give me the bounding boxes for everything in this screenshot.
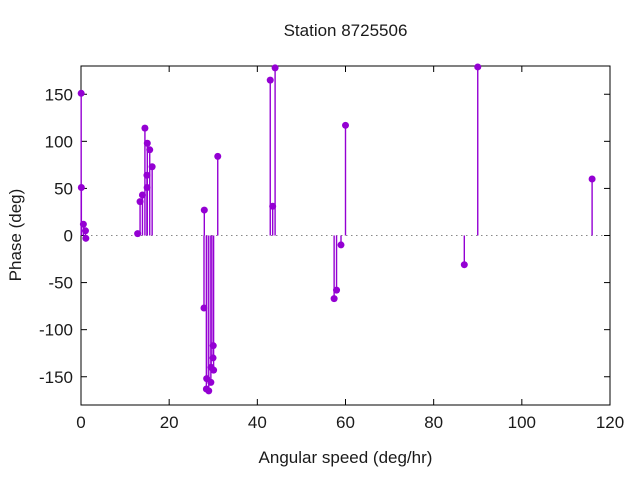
data-point (200, 206, 208, 214)
y-tick-label: -100 (39, 321, 73, 340)
data-point (209, 342, 217, 350)
data-point (330, 295, 338, 303)
data-point (148, 163, 156, 171)
y-tick-label: 100 (45, 132, 73, 151)
data-point (209, 354, 217, 362)
data-point (207, 378, 215, 386)
data-point (214, 152, 222, 160)
data-point (205, 387, 213, 395)
x-tick-label: 80 (424, 413, 443, 432)
data-point (77, 183, 85, 191)
x-tick-label: 100 (508, 413, 536, 432)
x-tick-label: 120 (596, 413, 624, 432)
data-point (79, 220, 87, 228)
data-point (200, 304, 208, 312)
x-axis-label: Angular speed (deg/hr) (258, 448, 433, 467)
x-tick-label: 40 (248, 413, 267, 432)
data-point (266, 76, 274, 84)
data-point (136, 198, 144, 206)
data-point (210, 366, 218, 374)
y-tick-label: 150 (45, 85, 73, 104)
data-point (342, 121, 349, 129)
data-point (460, 261, 468, 269)
data-point (271, 64, 279, 72)
data-point (141, 124, 149, 132)
y-axis-label: Phase (deg) (6, 188, 25, 282)
data-point (82, 234, 90, 242)
chart-title: Station 8725506 (283, 21, 408, 40)
data-point (337, 241, 345, 249)
y-tick-label: 0 (64, 227, 73, 246)
x-tick-label: 60 (336, 413, 355, 432)
data-point (474, 63, 482, 71)
x-tick-label: 20 (160, 413, 179, 432)
data-point (143, 171, 151, 179)
y-tick-label: -150 (39, 368, 73, 387)
y-tick-label: -50 (48, 274, 73, 293)
data-point (134, 230, 142, 238)
data-point (77, 89, 85, 97)
y-tick-label: 50 (54, 179, 73, 198)
data-point (146, 146, 154, 154)
data-point (81, 227, 89, 235)
data-point (269, 202, 277, 210)
data-point (138, 191, 146, 199)
data-point (588, 175, 596, 183)
x-tick-label: 0 (76, 413, 85, 432)
data-point (143, 183, 151, 191)
data-point (333, 286, 341, 294)
data-point (143, 139, 151, 147)
